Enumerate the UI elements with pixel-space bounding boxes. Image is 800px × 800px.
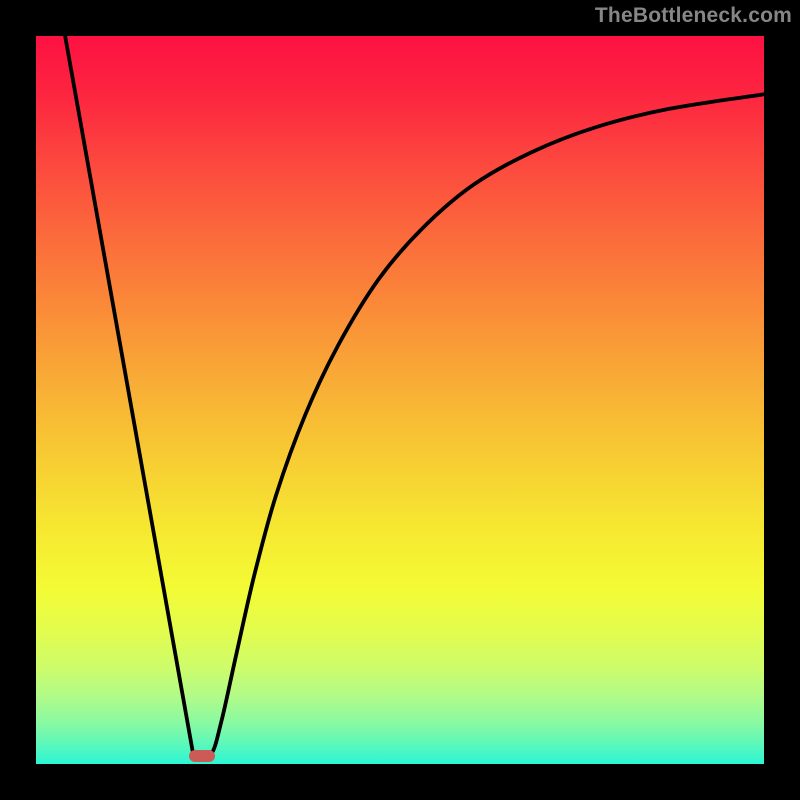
watermark-text: TheBottleneck.com xyxy=(595,4,792,28)
minimum-marker xyxy=(189,750,214,762)
chart-frame: TheBottleneck.com xyxy=(0,0,800,800)
bottleneck-curve xyxy=(36,36,764,764)
plot-area xyxy=(36,36,764,764)
